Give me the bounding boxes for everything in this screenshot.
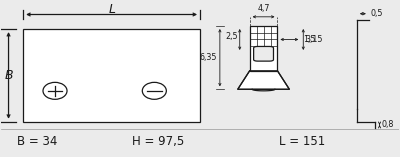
Polygon shape [238, 71, 289, 89]
Text: 3,15: 3,15 [305, 35, 323, 44]
Text: 2,5: 2,5 [225, 32, 238, 41]
FancyBboxPatch shape [254, 46, 274, 61]
Bar [23, 29, 200, 122]
Bar [250, 26, 278, 71]
Ellipse shape [43, 82, 67, 99]
Text: 1,5: 1,5 [303, 35, 316, 44]
Text: H = 97,5: H = 97,5 [132, 135, 185, 148]
Text: 0,5: 0,5 [371, 9, 383, 18]
Text: L: L [108, 3, 115, 16]
Text: 6,35: 6,35 [199, 53, 217, 62]
Text: 0,8: 0,8 [382, 120, 394, 130]
Text: 4,7: 4,7 [257, 4, 270, 13]
Ellipse shape [142, 82, 166, 99]
Text: L = 151: L = 151 [280, 135, 326, 148]
Text: B: B [5, 69, 14, 82]
Text: B = 34: B = 34 [17, 135, 58, 148]
